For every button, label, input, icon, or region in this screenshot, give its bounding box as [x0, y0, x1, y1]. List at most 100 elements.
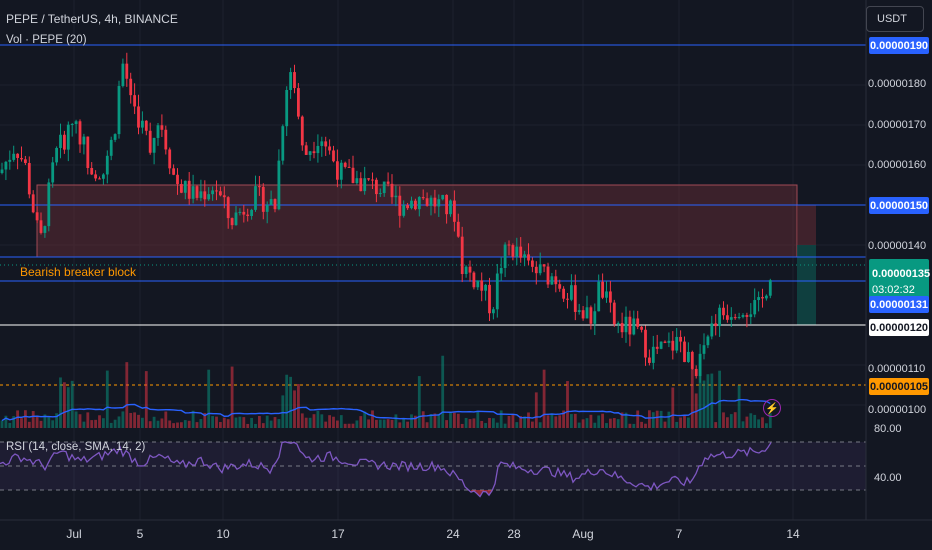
- candle-body: [195, 186, 199, 198]
- candle-body: [219, 191, 222, 196]
- time-axis-label: Jul: [66, 527, 82, 541]
- candle-body: [176, 174, 179, 185]
- volume-bar: [55, 413, 58, 428]
- volume-bar: [27, 421, 31, 428]
- price-tag-190: 0.00000190: [869, 37, 929, 54]
- volume-bar: [265, 415, 269, 428]
- volume-bar: [141, 417, 144, 428]
- volume-bar: [378, 419, 382, 428]
- volume-bar: [445, 420, 448, 428]
- volume-bar: [503, 423, 507, 428]
- volume-bar: [113, 419, 117, 428]
- candle-body: [343, 162, 347, 167]
- candle-body: [390, 183, 394, 198]
- candle-body: [261, 186, 265, 212]
- candle-body: [199, 191, 203, 198]
- volume-bar: [476, 410, 480, 428]
- time-axis-label: 17: [331, 527, 345, 541]
- candle-body: [421, 197, 425, 199]
- price-axis-label: 0.00000180: [868, 78, 927, 90]
- volume-bar: [456, 413, 460, 428]
- candle-body: [612, 302, 616, 325]
- volume-bar: [749, 413, 753, 428]
- volume-bar: [238, 416, 242, 428]
- candle-body: [495, 273, 499, 310]
- volume-bar: [285, 374, 289, 428]
- price-axis-label: 0.00000160: [868, 159, 927, 171]
- volume-bar: [605, 423, 608, 428]
- candle-body: [449, 200, 452, 215]
- breaker-block-zone[interactable]: [36, 184, 798, 258]
- candle-body: [726, 315, 729, 320]
- candle-body: [226, 197, 230, 219]
- volume-bar: [273, 417, 277, 428]
- candle-body: [109, 139, 113, 156]
- volume-bar: [706, 374, 710, 428]
- projection-red-zone[interactable]: [797, 205, 816, 245]
- volume-bar: [581, 419, 585, 428]
- rsi-legend[interactable]: RSI (14, close, SMA, 14, 2): [6, 441, 146, 453]
- candle-body: [242, 211, 246, 215]
- price-tag-105: 0.00000105: [869, 378, 929, 395]
- candle-body: [737, 316, 741, 318]
- volume-bar: [129, 412, 133, 428]
- candle-body: [683, 341, 686, 363]
- candle-body: [570, 285, 573, 300]
- volume-bar: [168, 420, 172, 428]
- candle-body: [308, 151, 312, 155]
- currency-button[interactable]: USDT: [866, 6, 924, 32]
- candle-body: [558, 284, 562, 289]
- candle-body: [733, 317, 737, 319]
- candle-body: [386, 181, 390, 184]
- volume-bar: [765, 423, 768, 428]
- volume-bar: [367, 419, 370, 428]
- volume-legend[interactable]: Vol · PEPE (20): [6, 34, 87, 46]
- symbol-legend[interactable]: PEPE / TetherUS, 4h, BINANCE: [6, 12, 178, 26]
- time-axis-label: 28: [507, 527, 521, 541]
- volume-bar: [531, 421, 534, 428]
- volume-bar: [687, 417, 690, 428]
- candle-body: [98, 178, 101, 180]
- volume-bar: [636, 410, 640, 428]
- candle-body: [445, 194, 448, 215]
- volume-bar: [492, 418, 495, 428]
- volume-bar: [339, 415, 343, 428]
- volume-bar: [246, 423, 250, 428]
- candle-body: [74, 121, 78, 125]
- candle-body: [679, 336, 682, 342]
- volume-bar: [39, 420, 43, 428]
- projection-green-zone[interactable]: [797, 245, 816, 325]
- candle-body: [410, 200, 413, 209]
- candle-body: [741, 315, 745, 317]
- lightning-icon[interactable]: ⚡: [763, 399, 781, 417]
- volume-bar: [702, 380, 706, 428]
- candle-body: [339, 162, 343, 180]
- volume-bar: [495, 422, 499, 428]
- volume-bar: [35, 415, 39, 428]
- volume-bar: [745, 416, 749, 428]
- volume-bars: [0, 355, 772, 428]
- candle-body: [710, 323, 714, 337]
- volume-bar: [542, 369, 546, 428]
- volume-bar: [698, 375, 702, 428]
- candle-body: [293, 72, 296, 89]
- candle-body: [753, 300, 757, 315]
- volume-bar: [12, 416, 16, 428]
- candle-body: [51, 162, 55, 183]
- rsi-axis-label: 40.00: [874, 472, 902, 484]
- volume-bar: [137, 414, 140, 428]
- volume-bar: [148, 421, 152, 428]
- volume-bar: [59, 377, 62, 428]
- volume-bar: [714, 422, 718, 428]
- candle-body: [258, 186, 261, 188]
- volume-bar: [640, 421, 643, 428]
- volume-bar: [753, 414, 757, 428]
- candle-body: [24, 159, 27, 164]
- volume-bar: [363, 411, 367, 428]
- volume-bar: [24, 410, 27, 428]
- volume-bar: [277, 419, 281, 428]
- volume-bar: [570, 414, 573, 428]
- volume-bar: [160, 418, 164, 428]
- volume-bar: [585, 418, 589, 428]
